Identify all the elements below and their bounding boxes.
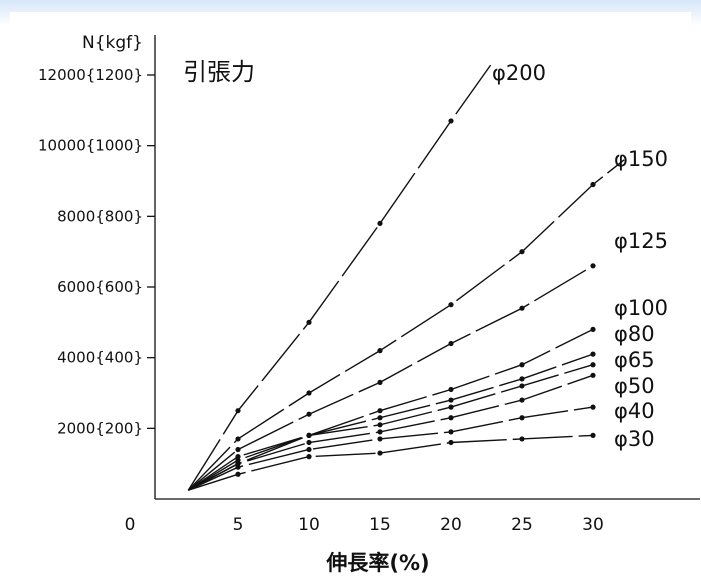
data-point [590, 181, 596, 188]
series-label: φ125 [614, 229, 668, 253]
tick-group: 2000{200} 4000{400} 6000{600} 8000{800} 1000… [38, 66, 604, 535]
data-point [590, 326, 596, 332]
data-point [519, 305, 525, 311]
data-point [235, 436, 241, 442]
data-point [235, 446, 241, 453]
x-tick-label: 20 [440, 515, 462, 535]
series-line [187, 374, 594, 491]
series-line [187, 60, 495, 491]
data-point [377, 436, 383, 442]
series-line [187, 328, 594, 491]
data-point [377, 408, 383, 414]
x-axis-label: 伸長率(%) [325, 551, 429, 575]
y-tick-label: 8000{800} [57, 207, 143, 225]
data-point [519, 376, 525, 382]
data-point [519, 249, 525, 255]
data-point [448, 340, 454, 347]
data-point [377, 348, 383, 354]
series-label: φ30 [614, 427, 655, 451]
data-point [448, 118, 454, 124]
data-point [377, 220, 383, 226]
x-tick-label: 5 [233, 515, 244, 535]
data-point [590, 372, 596, 378]
data-point [448, 415, 454, 421]
data-point [377, 429, 383, 435]
data-point [306, 432, 312, 438]
x-tick-label: 30 [582, 515, 604, 535]
data-point [377, 379, 383, 385]
data-point [590, 432, 596, 438]
data-point [448, 429, 454, 435]
y-tick-label: 10000{1000} [38, 137, 143, 155]
data-point [519, 436, 525, 442]
data-point [377, 415, 383, 421]
data-point [235, 464, 241, 470]
data-point [306, 454, 312, 460]
series-label: φ200 [492, 61, 546, 85]
data-point [519, 397, 525, 403]
data-point [306, 390, 312, 396]
y-tick-label: 6000{600} [57, 278, 143, 296]
data-point [448, 404, 454, 410]
data-point [306, 446, 312, 453]
data-point [448, 386, 454, 393]
data-point [519, 383, 525, 389]
data-point [590, 404, 596, 410]
chart-title: 引張力 [183, 58, 255, 86]
series-label: φ50 [614, 374, 655, 398]
x-tick-label: 25 [511, 515, 533, 535]
series-group [187, 60, 625, 491]
data-point [235, 408, 241, 414]
y-tick-label: 4000{400} [57, 349, 143, 367]
data-point [306, 411, 312, 417]
series-line [187, 364, 594, 491]
chart-panel [10, 12, 691, 585]
series-label: φ150 [614, 147, 668, 171]
series-line [188, 406, 594, 491]
data-point [448, 439, 454, 446]
series-label: φ40 [614, 399, 655, 423]
data-point [235, 471, 241, 477]
series-label: φ80 [614, 322, 655, 346]
x-tick-label: 10 [298, 515, 320, 535]
data-point [519, 362, 525, 368]
data-point [448, 397, 454, 403]
data-point [590, 263, 596, 269]
series-label: φ65 [614, 348, 655, 372]
y-tick-label: 2000{200} [57, 419, 143, 437]
data-point [306, 439, 312, 446]
data-point [306, 319, 312, 325]
data-point [377, 422, 383, 428]
data-point [590, 362, 596, 368]
x-tick-label: 0 [125, 515, 136, 535]
data-point [377, 450, 383, 456]
y-tick-label: 12000{1200} [38, 66, 143, 84]
data-point [448, 302, 454, 308]
data-point [590, 351, 596, 357]
chart-axes [154, 35, 700, 500]
x-tick-label: 15 [369, 515, 391, 535]
y-axis-label: N{kgf} [82, 33, 143, 53]
series-label: φ100 [614, 296, 668, 320]
series-line [187, 159, 625, 491]
data-point [519, 415, 525, 421]
